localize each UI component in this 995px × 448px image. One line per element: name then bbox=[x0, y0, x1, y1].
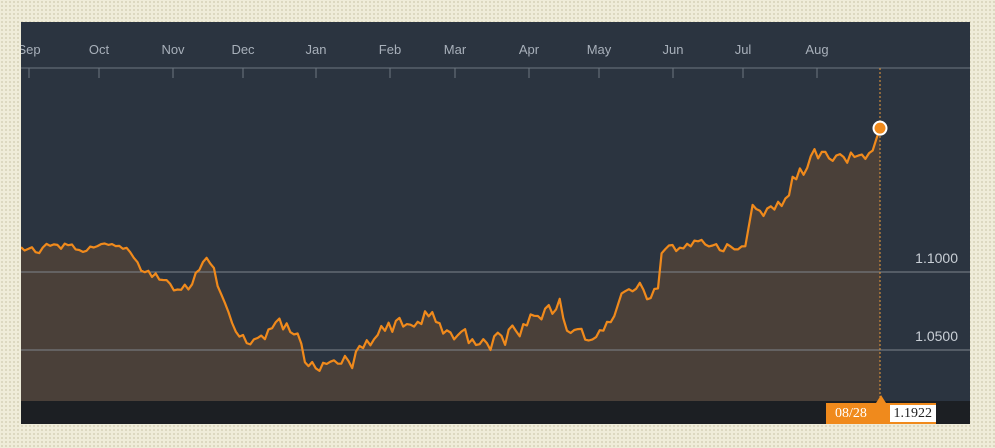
month-label-may: May bbox=[587, 42, 612, 57]
series-line bbox=[21, 127, 882, 372]
last-point-marker bbox=[872, 120, 888, 136]
y-tick-label-1.1000: 1.1000 bbox=[915, 250, 958, 266]
chart-svg: Sep Oct Nov Dec Jan Feb Mar Apr May Jun Jul Aug 1.1… bbox=[21, 42, 970, 401]
last-value-readout: 08/28 1.1922 bbox=[826, 403, 936, 424]
month-label-jun: Jun bbox=[663, 42, 684, 57]
readout-value: 1.1922 bbox=[889, 405, 936, 422]
series-area bbox=[21, 128, 880, 401]
month-label-mar: Mar bbox=[444, 42, 467, 57]
month-label-aug: Aug bbox=[805, 42, 828, 57]
month-label-oct: Oct bbox=[89, 42, 110, 57]
readout-date: 08/28 bbox=[835, 405, 867, 421]
y-tick-label-1.0500: 1.0500 bbox=[915, 328, 958, 344]
month-label-jan: Jan bbox=[306, 42, 327, 57]
month-label-dec: Dec bbox=[231, 42, 255, 57]
month-label-sep: Sep bbox=[21, 42, 41, 57]
month-label-feb: Feb bbox=[379, 42, 401, 57]
month-label-nov: Nov bbox=[161, 42, 185, 57]
time-axis-footer bbox=[21, 401, 970, 424]
readout-pointer-icon bbox=[876, 395, 886, 403]
month-label-apr: Apr bbox=[519, 42, 540, 57]
month-label-jul: Jul bbox=[735, 42, 752, 57]
chart-frame: Sep Oct Nov Dec Jan Feb Mar Apr May Jun Jul Aug 1.1… bbox=[21, 22, 970, 424]
